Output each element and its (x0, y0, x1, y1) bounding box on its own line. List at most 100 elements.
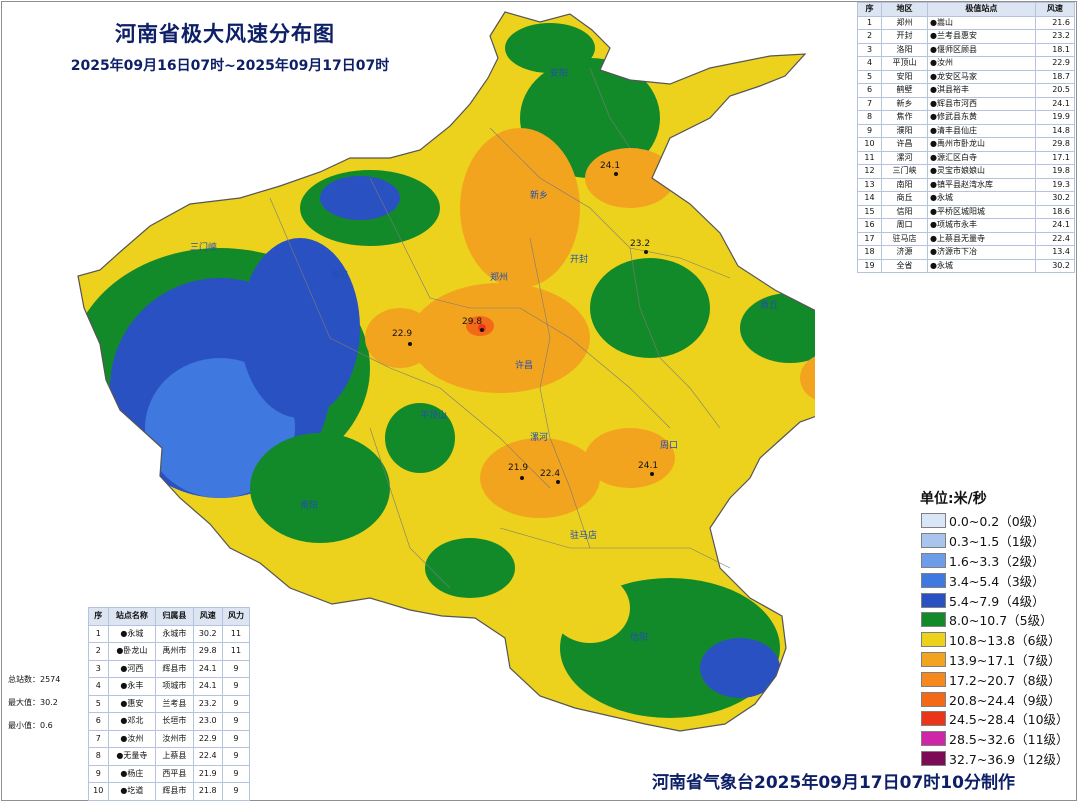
table-row: 13 南阳 ●镇平县赵湾水库 19.3 (856, 177, 1076, 192)
city-shangqiu: 商丘 (760, 299, 778, 311)
legend-swatch (921, 711, 946, 727)
city-kaifeng: 开封 (570, 253, 588, 265)
top-index: 3 (88, 659, 109, 678)
city-station: ●禹州市卧龙山 (926, 137, 1036, 152)
legend-label: 20.8~24.4（9级） (949, 692, 1061, 708)
legend-item: 0.3~1.5（1级） (921, 531, 1073, 551)
top-index: 9 (88, 764, 109, 783)
table-row: 8 焦作 ●修武县东黄 19.9 (856, 110, 1076, 125)
top-speed: 24.1 (192, 677, 223, 696)
city-luohe: 漯河 (530, 431, 548, 443)
top-index: 7 (88, 729, 109, 748)
city-table-col-wind: 风速 (1034, 2, 1076, 17)
table-row: 4 平顶山 ●汝州 22.9 (856, 56, 1076, 71)
legend-item: 20.8~24.4（9级） (921, 689, 1073, 709)
legend-swatch (921, 572, 946, 588)
top-force: 11 (221, 624, 251, 643)
top-table-body: 1 ●永城 永城市 30.2 11 2 ●卧龙山 禹州市 29.8 11 3 ●河西 辉县市 24.1 9 4… (88, 624, 251, 801)
top-county: 汝州市 (155, 729, 194, 748)
table-row: 9 濮阳 ●清丰县仙庄 14.8 (856, 123, 1076, 138)
table-row: 8 ●无量寺 上蔡县 22.4 9 (88, 747, 251, 766)
city-xuchang: 许昌 (515, 359, 533, 371)
map-label-wuliangsi: 22.4 (540, 469, 560, 479)
city-index: 7 (856, 96, 883, 111)
city-station: ●嵩山 (926, 15, 1036, 30)
top-force: 9 (221, 677, 251, 696)
city-extremes-table: 序 地区 极值站点 风速 1 郑州 ●嵩山 21.6 2 开封 ●兰考县惠安 23.2 3 洛阳 ●… (856, 2, 1076, 273)
city-region: 焦作 (881, 110, 928, 125)
table-row: 6 鹤壁 ●淇县裕丰 20.5 (856, 83, 1076, 98)
city-wind: 30.2 (1034, 258, 1076, 273)
station-dots (408, 172, 654, 484)
city-index: 14 (856, 191, 883, 206)
top-station: ●惠安 (107, 694, 157, 713)
city-index: 19 (856, 258, 883, 273)
top-county: 永城市 (155, 624, 194, 643)
top-speed: 23.0 (192, 712, 223, 731)
table-row: 4 ●永丰 项城市 24.1 9 (88, 677, 251, 696)
top-station: ●无量寺 (107, 747, 157, 766)
top-index: 2 (88, 642, 109, 661)
top-force: 9 (221, 782, 251, 801)
top-county: 辉县市 (155, 659, 194, 678)
legend-label: 17.2~20.7（8级） (949, 672, 1061, 688)
top-stations-table: 序 站点名称 归属县 风速 风力 1 ●永城 永城市 30.2 11 2 ●卧龙山 禹州市 29… (88, 607, 251, 801)
legend-swatch (921, 533, 946, 549)
city-station: ●清丰县仙庄 (926, 123, 1036, 138)
city-index: 11 (856, 150, 883, 165)
city-region: 济源 (881, 245, 928, 260)
city-region: 周口 (881, 218, 928, 233)
legend-item: 0.0~0.2（0级） (921, 511, 1073, 531)
city-region: 信阳 (881, 204, 928, 219)
top-force: 11 (221, 642, 251, 661)
table-row: 9 ●杨庄 西平县 21.9 9 (88, 764, 251, 783)
city-zhumadian: 驻马店 (570, 529, 597, 541)
wind-legend: 0.0~0.2（0级） 0.3~1.5（1级） 1.6~3.3（2级） 3.4~5.4… (921, 511, 1073, 768)
top-index: 5 (88, 694, 109, 713)
city-wind: 19.9 (1034, 110, 1076, 125)
top-county: 上蔡县 (155, 747, 194, 766)
city-index: 16 (856, 218, 883, 233)
top-index: 1 (88, 624, 109, 643)
top-speed: 22.4 (192, 747, 223, 766)
top-county: 兰考县 (155, 694, 194, 713)
legend-item: 10.8~13.8（6级） (921, 630, 1073, 650)
city-pingdingshan: 平顶山 (420, 410, 447, 421)
legend-label: 1.6~3.3（2级） (949, 553, 1045, 569)
top-force: 9 (221, 729, 251, 748)
map-station-labels: 29.8 22.9 30.2 22.4 21.9 24.1 23.2 24.1 (392, 161, 658, 479)
city-index: 6 (856, 83, 883, 98)
legend-label: 32.7~36.9（12级） (949, 751, 1069, 767)
legend-swatch (921, 731, 946, 747)
footer-credit: 河南省气象台2025年09月17日07时10分制作 (652, 773, 1015, 793)
city-station: ●平桥区城阳城 (926, 204, 1036, 219)
top-index: 4 (88, 677, 109, 696)
city-wind: 23.2 (1034, 29, 1076, 44)
city-station: ●汝州 (926, 56, 1036, 71)
table-row: 18 济源 ●济源市下冶 13.4 (856, 245, 1076, 260)
city-wind: 18.1 (1034, 42, 1076, 57)
map-label-yongfeng: 24.1 (638, 461, 658, 471)
city-luoyang: 洛阳 (330, 269, 348, 281)
stat-total: 总站数：2574 (8, 675, 61, 684)
city-wind: 29.8 (1034, 137, 1076, 152)
top-force: 9 (221, 764, 251, 783)
city-boundaries (269, 67, 731, 589)
city-region: 洛阳 (881, 42, 928, 57)
map-label-huian: 23.2 (630, 239, 650, 249)
table-row: 5 ●惠安 兰考县 23.2 9 (88, 694, 251, 713)
legend-item: 17.2~20.7（8级） (921, 669, 1073, 689)
legend-label: 0.0~0.2（0级） (949, 514, 1045, 530)
city-station: ●上蔡县无量寺 (926, 231, 1036, 246)
city-nanyang: 南阳 (300, 499, 318, 511)
legend-swatch (921, 552, 946, 568)
city-index: 5 (856, 69, 883, 84)
top-station: ●杨庄 (107, 764, 157, 783)
city-xinxiang: 新乡 (530, 189, 548, 201)
top-table-col-index: 序 (88, 607, 109, 626)
legend-swatch (921, 632, 946, 648)
top-station: ●汝州 (107, 729, 157, 748)
city-index: 15 (856, 204, 883, 219)
legend-swatch (921, 750, 946, 766)
top-station: ●永丰 (107, 677, 157, 696)
